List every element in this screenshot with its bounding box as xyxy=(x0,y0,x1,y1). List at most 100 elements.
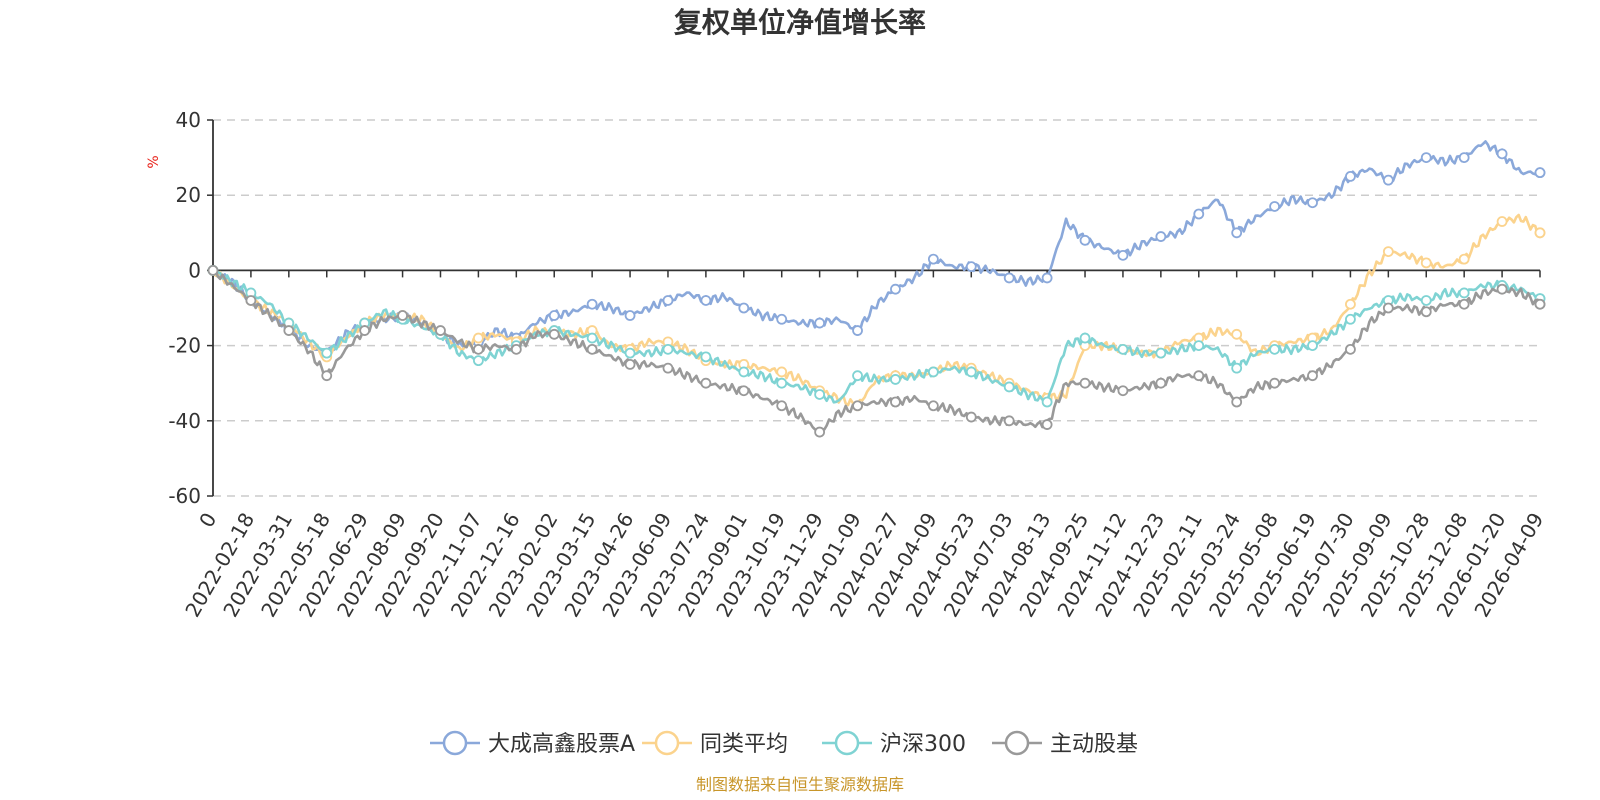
data-point xyxy=(1041,396,1053,408)
data-point xyxy=(1307,370,1318,382)
legend-item[interactable]: 主动股基 xyxy=(992,730,1138,757)
data-point xyxy=(1345,313,1356,325)
data-point xyxy=(1193,370,1205,382)
data-point xyxy=(1420,295,1432,306)
data-point xyxy=(738,366,750,378)
data-point xyxy=(1041,419,1053,430)
data-point xyxy=(1079,332,1091,344)
legend-label: 同类平均 xyxy=(700,732,788,757)
series-lines xyxy=(207,140,1546,438)
series-line xyxy=(212,266,1542,433)
grid-lines xyxy=(213,119,1540,497)
data-point xyxy=(472,332,484,344)
data-point xyxy=(1534,167,1546,179)
data-point xyxy=(776,377,788,389)
data-point xyxy=(776,400,788,412)
data-point xyxy=(321,347,333,359)
data-point xyxy=(1269,343,1280,355)
data-point xyxy=(814,426,826,438)
data-point xyxy=(700,351,712,363)
data-point xyxy=(548,328,560,340)
legend-circle-icon xyxy=(442,730,468,756)
data-point xyxy=(1496,216,1508,227)
data-point xyxy=(662,362,674,374)
data-point xyxy=(1079,234,1091,246)
data-point xyxy=(321,370,333,382)
data-point xyxy=(852,370,863,382)
data-point xyxy=(965,261,977,273)
data-point xyxy=(927,400,939,412)
y-tick-label: 0 xyxy=(188,258,201,282)
y-axis-unit-label: % xyxy=(146,155,162,168)
data-point xyxy=(1003,381,1015,393)
legend-item[interactable]: 大成高鑫股票A xyxy=(430,730,635,757)
data-point xyxy=(1003,272,1015,284)
series-3 xyxy=(207,264,1546,408)
data-point xyxy=(397,310,408,321)
data-point xyxy=(245,295,257,306)
series-4 xyxy=(207,264,1546,438)
data-point xyxy=(1382,174,1394,186)
data-point xyxy=(1269,201,1280,212)
data-point xyxy=(1231,227,1243,239)
data-point xyxy=(1155,231,1167,242)
data-point xyxy=(1307,197,1318,209)
data-point xyxy=(472,355,484,367)
y-tick-label: -60 xyxy=(168,484,201,508)
data-point xyxy=(1155,377,1167,389)
data-point xyxy=(890,396,901,408)
data-point xyxy=(510,343,522,355)
data-point xyxy=(965,366,977,378)
legend-label: 主动股基 xyxy=(1050,732,1138,757)
data-point xyxy=(1345,298,1356,310)
data-point xyxy=(624,310,636,321)
data-point xyxy=(852,400,863,412)
data-source-note: 制图数据来自恒生聚源数据库 xyxy=(696,775,904,794)
y-tick-label: 40 xyxy=(176,108,201,132)
data-point xyxy=(852,325,863,336)
data-point xyxy=(586,298,598,310)
data-point xyxy=(1534,227,1546,239)
data-point xyxy=(1382,302,1394,314)
legend-item[interactable]: 同类平均 xyxy=(642,730,788,757)
data-point xyxy=(814,317,826,329)
data-point xyxy=(1458,253,1470,265)
data-point xyxy=(472,343,484,355)
data-point xyxy=(586,343,598,355)
series-line xyxy=(212,270,1541,405)
data-point xyxy=(283,325,295,336)
data-point xyxy=(927,366,939,378)
data-point xyxy=(965,411,977,423)
data-point xyxy=(624,347,636,359)
data-point xyxy=(1458,298,1470,310)
y-tick-label: 20 xyxy=(176,183,201,207)
data-point xyxy=(435,325,446,336)
data-point xyxy=(738,302,750,314)
data-point xyxy=(1117,385,1129,397)
legend-circle-icon xyxy=(1004,730,1030,756)
data-point xyxy=(662,295,674,306)
data-point xyxy=(1345,343,1356,355)
data-point xyxy=(1420,257,1432,269)
data-point xyxy=(776,366,788,378)
legend-circle-icon xyxy=(834,730,860,756)
legend-label: 大成高鑫股票A xyxy=(488,732,635,757)
data-point xyxy=(1231,362,1243,374)
data-point xyxy=(624,358,636,370)
legend-item[interactable]: 沪深300 xyxy=(822,730,966,757)
x-tick-label: 0 xyxy=(194,509,221,532)
data-point xyxy=(1382,246,1394,258)
legend[interactable]: 大成高鑫股票A 同类平均 沪深300 主动股基 xyxy=(430,730,1138,757)
data-point xyxy=(1003,415,1015,427)
y-tick-label: -40 xyxy=(168,409,201,433)
data-point xyxy=(1307,340,1318,352)
data-point xyxy=(1269,377,1280,389)
y-tick-label: -20 xyxy=(168,334,201,358)
data-point xyxy=(890,283,901,295)
data-point xyxy=(548,310,560,321)
data-point xyxy=(1193,340,1205,352)
data-point xyxy=(1534,298,1546,310)
data-point xyxy=(1193,208,1205,220)
data-point xyxy=(1496,283,1508,295)
data-point xyxy=(776,313,788,325)
